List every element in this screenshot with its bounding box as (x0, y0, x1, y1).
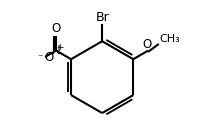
Text: CH₃: CH₃ (159, 34, 180, 44)
Text: O: O (44, 51, 53, 64)
Text: ⁻: ⁻ (37, 53, 43, 63)
Text: N: N (52, 44, 60, 57)
Text: +: + (56, 43, 63, 52)
Text: O: O (52, 22, 61, 35)
Text: Br: Br (95, 11, 109, 24)
Text: O: O (142, 38, 152, 51)
